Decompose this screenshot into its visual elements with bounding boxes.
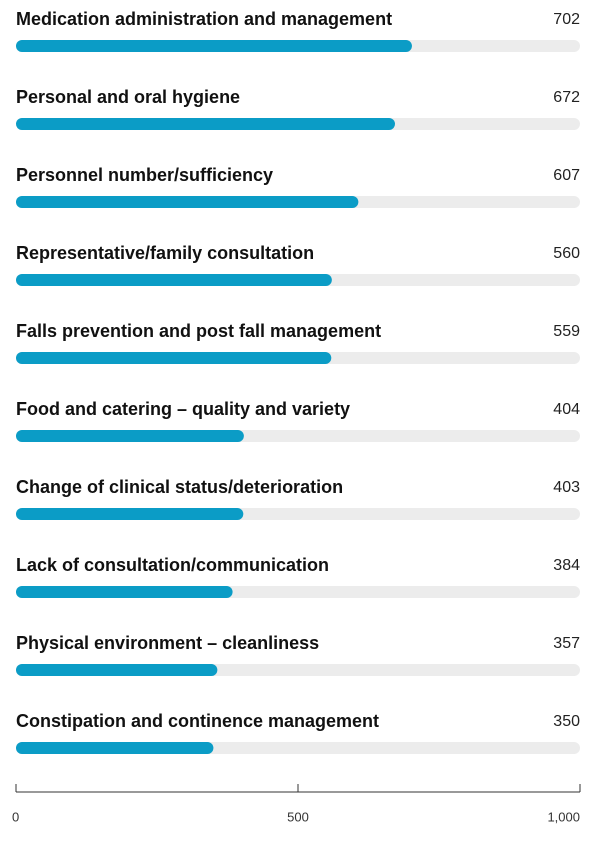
- category-label: Personal and oral hygiene: [16, 87, 240, 107]
- category-label: Change of clinical status/deterioration: [16, 477, 343, 497]
- category-label: Food and catering – quality and variety: [16, 399, 350, 419]
- value-label: 702: [553, 11, 580, 28]
- category-label: Medication administration and management: [16, 9, 392, 29]
- category-label: Physical environment – cleanliness: [16, 633, 319, 653]
- value-label: 560: [553, 245, 580, 262]
- bar: [16, 664, 218, 676]
- bar: [16, 274, 332, 286]
- category-label: Constipation and continence management: [16, 711, 379, 731]
- value-label: 357: [553, 635, 580, 652]
- category-label: Falls prevention and post fall managemen…: [16, 321, 381, 341]
- value-label: 672: [553, 89, 580, 106]
- value-label: 350: [553, 713, 580, 730]
- bar: [16, 742, 214, 754]
- category-label: Personnel number/sufficiency: [16, 165, 273, 185]
- x-tick-label: 1,000: [547, 809, 580, 824]
- x-tick-label: 500: [287, 809, 309, 824]
- bar: [16, 118, 396, 130]
- category-label: Lack of consultation/communication: [16, 555, 329, 575]
- bar: [16, 430, 244, 442]
- value-label: 607: [553, 167, 580, 184]
- bar: [16, 196, 359, 208]
- bar: [16, 508, 244, 520]
- value-label: 384: [553, 557, 580, 574]
- x-tick-label: 0: [12, 809, 19, 824]
- value-label: 403: [553, 479, 580, 496]
- bar: [16, 586, 233, 598]
- category-label: Representative/family consultation: [16, 243, 314, 263]
- value-label: 559: [553, 323, 580, 340]
- value-label: 404: [553, 401, 580, 418]
- bar: [16, 352, 332, 364]
- bar: [16, 40, 412, 52]
